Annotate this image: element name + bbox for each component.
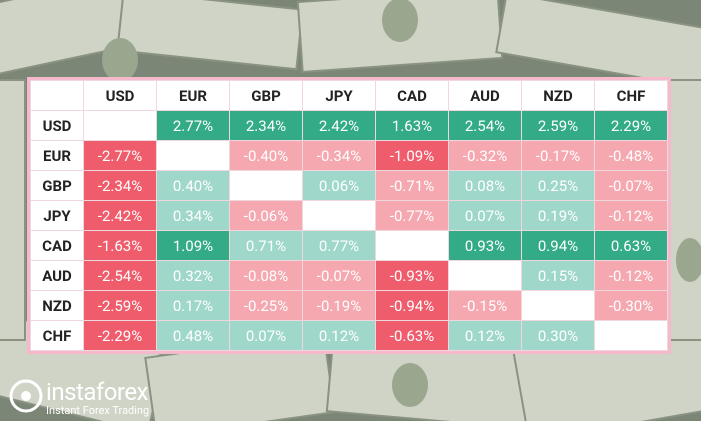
value-cell: -0.07%	[594, 170, 668, 201]
value-cell: -0.93%	[375, 260, 449, 291]
value-cell: -2.34%	[83, 170, 157, 201]
value-cell: 1.09%	[156, 230, 230, 261]
value-cell: 2.77%	[156, 110, 230, 141]
column-header: JPY	[302, 80, 376, 111]
value-cell: 2.54%	[448, 110, 522, 141]
value-cell: -0.25%	[229, 290, 303, 321]
value-cell: 0.94%	[521, 230, 595, 261]
value-cell: 0.40%	[156, 170, 230, 201]
column-header: CAD	[375, 80, 449, 111]
value-cell: -2.29%	[83, 320, 157, 351]
value-cell: 0.15%	[521, 260, 595, 291]
column-header: AUD	[448, 80, 522, 111]
empty-cell	[448, 260, 522, 291]
value-cell: 2.34%	[229, 110, 303, 141]
row-header: NZD	[30, 290, 84, 321]
value-cell: -0.17%	[521, 140, 595, 171]
value-cell: 0.17%	[156, 290, 230, 321]
row: CHF -2.29% 0.48% 0.07% 0.12% -0.63% 0.12% 0.30%	[30, 320, 668, 351]
value-cell: 0.07%	[448, 200, 522, 231]
value-cell: -0.34%	[302, 140, 376, 171]
row-header: CHF	[30, 320, 84, 351]
empty-cell	[156, 140, 230, 171]
value-cell: -0.94%	[375, 290, 449, 321]
value-cell: 0.12%	[448, 320, 522, 351]
table-body: USD 2.77% 2.34% 2.42% 1.63% 2.54% 2.59% 2.29% EU…	[30, 110, 668, 351]
value-cell: -2.59%	[83, 290, 157, 321]
row: GBP -2.34% 0.40% 0.06% -0.71% 0.08% 0.25% -0.07…	[30, 170, 668, 201]
row: CAD -1.63% 1.09% 0.71% 0.77% 0.93% 0.94% 0.63%	[30, 230, 668, 261]
value-cell: 2.42%	[302, 110, 376, 141]
column-header: CHF	[594, 80, 668, 111]
row: USD 2.77% 2.34% 2.42% 1.63% 2.54% 2.59% 2.29%	[30, 110, 668, 141]
row-header: AUD	[30, 260, 84, 291]
value-cell: -0.06%	[229, 200, 303, 231]
value-cell: -0.19%	[302, 290, 376, 321]
value-cell: -2.54%	[83, 260, 157, 291]
empty-cell	[594, 320, 668, 351]
value-cell: -0.71%	[375, 170, 449, 201]
row: NZD -2.59% 0.17% -0.25% -0.19% -0.94% -0.15% -0…	[30, 290, 668, 321]
value-cell: -0.15%	[448, 290, 522, 321]
value-cell: -2.42%	[83, 200, 157, 231]
logo-tagline: Instant Forex Trading	[46, 404, 150, 417]
header-row: USD EUR GBP JPY CAD AUD NZD CHF	[30, 80, 668, 111]
row: AUD -2.54% 0.32% -0.08% -0.07% -0.93% 0.15% -0.…	[30, 260, 668, 291]
logo-name: instaforex	[46, 378, 148, 406]
corner-cell	[30, 80, 84, 111]
value-cell: 0.48%	[156, 320, 230, 351]
value-cell: 0.71%	[229, 230, 303, 261]
value-cell: -2.77%	[83, 140, 157, 171]
value-cell: 2.29%	[594, 110, 668, 141]
value-cell: 0.12%	[302, 320, 376, 351]
value-cell: 2.59%	[521, 110, 595, 141]
heatmap-frame: USD EUR GBP JPY CAD AUD NZD CHF USD 2.77% 2.34% 2.…	[27, 77, 671, 354]
value-cell: 0.07%	[229, 320, 303, 351]
value-cell: -0.48%	[594, 140, 668, 171]
value-cell: -1.09%	[375, 140, 449, 171]
value-cell: -0.08%	[229, 260, 303, 291]
row-header: CAD	[30, 230, 84, 261]
row-header: USD	[30, 110, 84, 141]
value-cell: 0.34%	[156, 200, 230, 231]
row: JPY -2.42% 0.34% -0.06% -0.77% 0.07% 0.19% -0.1…	[30, 200, 668, 231]
value-cell: 0.06%	[302, 170, 376, 201]
empty-cell	[375, 230, 449, 261]
value-cell: 0.77%	[302, 230, 376, 261]
value-cell: 0.30%	[521, 320, 595, 351]
empty-cell	[302, 200, 376, 231]
value-cell: -0.07%	[302, 260, 376, 291]
currency-heatmap: USD EUR GBP JPY CAD AUD NZD CHF USD 2.77% 2.34% 2.…	[30, 80, 668, 351]
value-cell: -0.32%	[448, 140, 522, 171]
value-cell: 1.63%	[375, 110, 449, 141]
value-cell: -0.12%	[594, 260, 668, 291]
column-header: USD	[83, 80, 157, 111]
value-cell: 0.32%	[156, 260, 230, 291]
value-cell: -0.63%	[375, 320, 449, 351]
row-header: GBP	[30, 170, 84, 201]
column-header: EUR	[156, 80, 230, 111]
value-cell: -0.12%	[594, 200, 668, 231]
value-cell: 0.19%	[521, 200, 595, 231]
value-cell: -1.63%	[83, 230, 157, 261]
value-cell: 0.93%	[448, 230, 522, 261]
empty-cell	[229, 170, 303, 201]
empty-cell	[83, 110, 157, 141]
row-header: EUR	[30, 140, 84, 171]
empty-cell	[521, 290, 595, 321]
row: EUR -2.77% -0.40% -0.34% -1.09% -0.32% -0.17% -…	[30, 140, 668, 171]
value-cell: -0.40%	[229, 140, 303, 171]
row-header: JPY	[30, 200, 84, 231]
value-cell: 0.63%	[594, 230, 668, 261]
value-cell: -0.30%	[594, 290, 668, 321]
column-header: NZD	[521, 80, 595, 111]
value-cell: -0.77%	[375, 200, 449, 231]
value-cell: 0.25%	[521, 170, 595, 201]
column-header: GBP	[229, 80, 303, 111]
value-cell: 0.08%	[448, 170, 522, 201]
